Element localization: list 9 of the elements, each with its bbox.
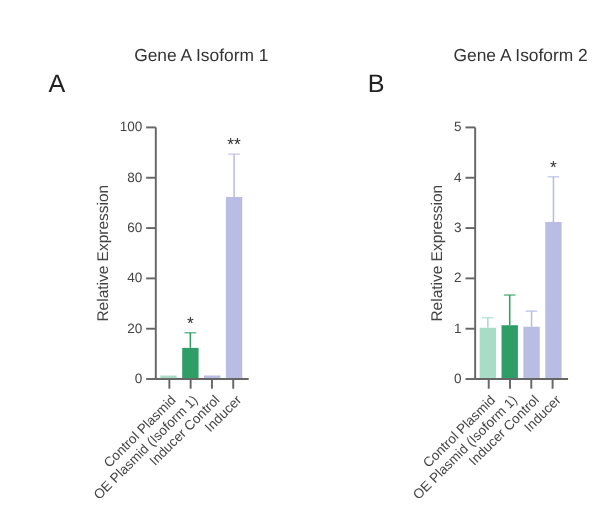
y-axis-title: Relative Expression: [428, 184, 447, 322]
annotation: *: [550, 156, 559, 177]
y-axis-title: Relative Expression: [94, 184, 113, 322]
text: A: [48, 69, 67, 98]
text: B: [367, 69, 385, 98]
annotation: **: [227, 134, 243, 155]
chart-title: Gene A Isoform 2: [453, 44, 589, 65]
annotation: *: [186, 312, 195, 333]
chart-title: Gene A Isoform 1: [134, 44, 269, 65]
